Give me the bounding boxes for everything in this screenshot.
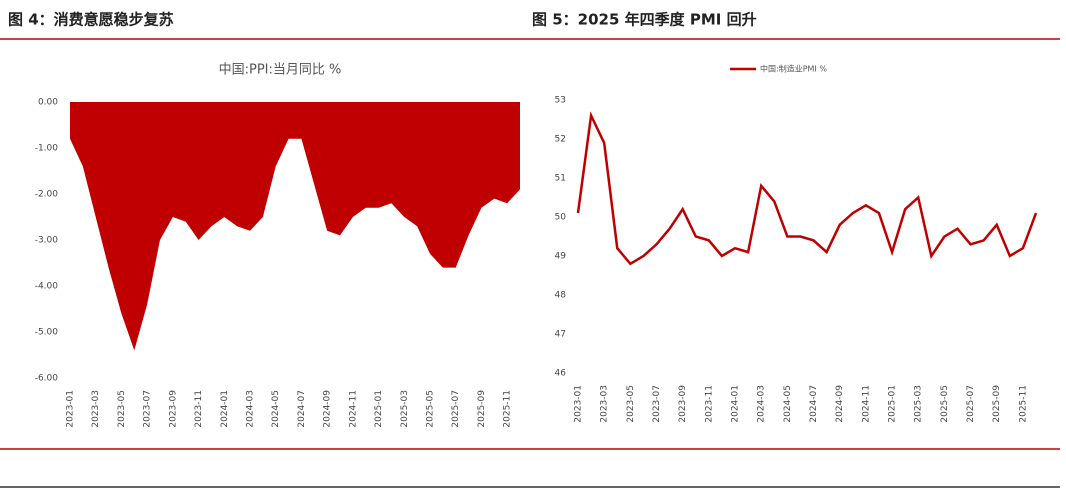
y-tick-label: -5.00 [35, 328, 59, 338]
x-tick-label: 2023-03 [91, 390, 101, 428]
y-tick-label: -4.00 [35, 282, 59, 292]
chart-title: 中国:PPI:当月同比 % [219, 63, 342, 78]
x-tick-label: 2023-11 [704, 385, 714, 423]
x-tick-label: 2023-07 [652, 385, 662, 423]
x-tick-label: 2024-09 [323, 390, 333, 428]
x-tick-label: 2024-05 [783, 385, 793, 423]
x-tick-label: 2023-03 [600, 385, 610, 423]
y-tick-label: -3.00 [35, 236, 59, 246]
x-tick-label: 2023-05 [117, 390, 127, 428]
line [576, 111, 1038, 266]
x-tick-label: 2023-01 [66, 390, 76, 428]
caption: 图 5：2025 年四季度 PMI 回升 [532, 11, 757, 29]
y-tick-label: 0.00 [38, 98, 58, 108]
x-tick-label: 2025-01 [888, 385, 898, 423]
x-tick-label: 2025-09 [992, 385, 1002, 423]
x-tick-label: 2025-07 [966, 385, 976, 423]
x-tick-label: 2025-03 [914, 385, 924, 423]
y-tick-label: -1.00 [35, 144, 59, 154]
caption: 图 4：消费意愿稳步复苏 [8, 11, 174, 29]
x-tick-label: 2023-09 [168, 390, 178, 428]
x-tick-label: 2024-03 [757, 385, 767, 423]
x-tick-label: 2023-07 [143, 390, 153, 428]
y-tick-label: -2.00 [35, 190, 59, 200]
x-tick-label: 2025-01 [374, 390, 384, 428]
y-tick-label: 46 [555, 369, 567, 379]
y-tick-label: 50 [555, 213, 567, 223]
legend-label: 中国:制造业PMI % [760, 64, 827, 74]
x-tick-label: 2024-01 [731, 385, 741, 423]
x-tick-label: 2024-03 [246, 390, 256, 428]
x-tick-label: 2025-11 [503, 390, 513, 428]
y-tick-label: 52 [555, 135, 566, 145]
y-tick-label: 53 [555, 96, 566, 106]
x-tick-label: 2025-05 [940, 385, 950, 423]
x-tick-label: 2025-11 [1018, 385, 1028, 423]
x-tick-label: 2024-09 [835, 385, 845, 423]
y-tick-label: -6.00 [35, 374, 59, 384]
x-tick-label: 2023-09 [678, 385, 688, 423]
y-tick-label: 51 [555, 174, 566, 184]
x-tick-label: 2024-11 [348, 390, 358, 428]
area [70, 102, 520, 351]
x-tick-label: 2025-03 [400, 390, 410, 428]
x-tick-label: 2024-01 [220, 390, 230, 428]
x-tick-label: 2024-07 [297, 390, 307, 428]
x-tick-label: 2023-01 [574, 385, 584, 423]
x-tick-label: 2023-11 [194, 390, 204, 428]
x-tick-label: 2025-07 [451, 390, 461, 428]
x-tick-label: 2024-07 [809, 385, 819, 423]
x-tick-label: 2025-05 [426, 390, 436, 428]
x-tick-label: 2024-05 [271, 390, 281, 428]
x-tick-label: 2025-09 [477, 390, 487, 428]
y-tick-label: 47 [555, 330, 566, 340]
y-tick-label: 48 [555, 291, 567, 301]
y-tick-label: 49 [555, 252, 567, 262]
x-tick-label: 2024-11 [861, 385, 871, 423]
x-tick-label: 2023-05 [626, 385, 636, 423]
